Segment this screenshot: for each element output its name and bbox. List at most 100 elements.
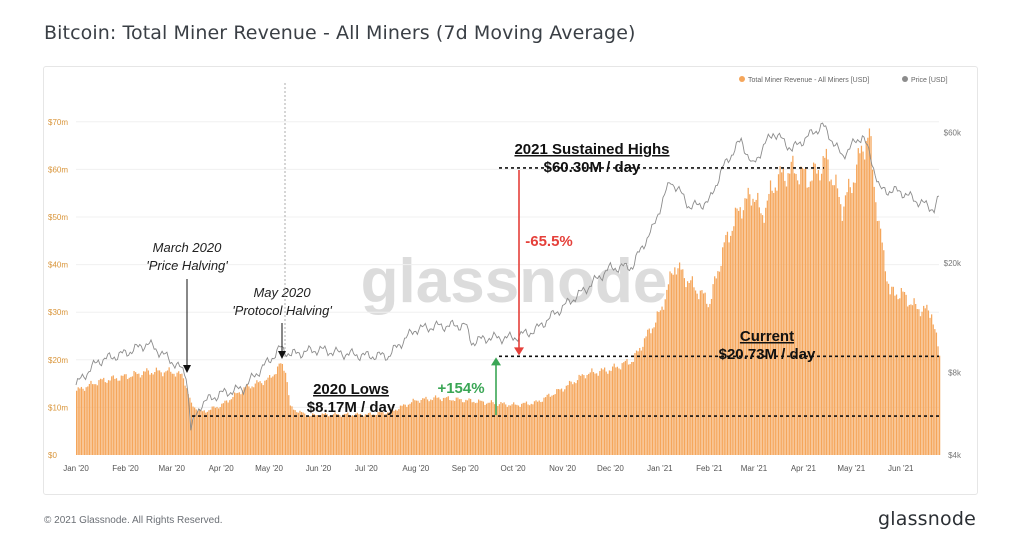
revenue-bar — [299, 410, 301, 455]
lows-title: 2020 Lows — [313, 381, 389, 398]
revenue-bar — [627, 364, 630, 455]
revenue-bar — [372, 414, 374, 455]
revenue-bar — [642, 346, 644, 455]
revenue-bar — [538, 400, 540, 455]
revenue-bar — [292, 409, 295, 455]
revenue-bar — [229, 400, 231, 455]
revenue-bar — [706, 303, 708, 455]
revenue-bar — [76, 390, 78, 455]
revenue-bar — [232, 397, 234, 455]
revenue-bar — [921, 311, 923, 455]
revenue-bar — [240, 394, 242, 455]
revenue-bar — [860, 145, 863, 455]
revenue-bar — [122, 375, 124, 455]
revenue-bar — [661, 306, 663, 455]
revenue-bar — [753, 201, 756, 455]
revenue-bar — [152, 374, 154, 455]
revenue-bar — [197, 410, 199, 455]
x-tick-label: Jul '20 — [355, 464, 378, 473]
revenue-bar — [741, 218, 743, 455]
revenue-bar — [375, 414, 378, 455]
revenue-bar — [485, 403, 488, 455]
revenue-bar — [793, 173, 796, 455]
revenue-bar — [747, 187, 749, 456]
revenue-bar — [605, 371, 607, 455]
y-left-tick-label: $70m — [48, 118, 68, 127]
revenue-bar — [690, 280, 692, 455]
copyright-text: © 2021 Glassnode. All Rights Reserved. — [44, 515, 223, 526]
revenue-bar — [261, 383, 263, 455]
revenue-bar — [374, 414, 376, 455]
revenue-bar — [283, 370, 285, 455]
revenue-bar — [162, 376, 164, 455]
revenue-bar — [671, 273, 673, 455]
revenue-bar — [345, 413, 347, 455]
revenue-bar — [610, 370, 612, 455]
revenue-bar — [477, 399, 480, 455]
revenue-bar — [323, 413, 325, 455]
price-line — [75, 122, 940, 431]
revenue-bar — [170, 371, 172, 455]
brand-logo: glassnode — [878, 508, 976, 530]
revenue-bar — [168, 367, 170, 455]
x-tick-label: Sep '20 — [452, 464, 479, 473]
revenue-bar — [663, 309, 665, 455]
revenue-bar — [133, 370, 135, 455]
revenue-bar — [533, 401, 536, 455]
revenue-bar — [532, 404, 534, 455]
revenue-bar — [243, 387, 245, 455]
revenue-bar — [155, 367, 157, 455]
revenue-bar — [174, 376, 177, 455]
revenue-bar — [83, 390, 86, 455]
revenue-bar — [430, 399, 432, 455]
revenue-bar — [415, 400, 418, 455]
revenue-bar — [905, 294, 907, 455]
y-axis-right: $4k $8k $20k $60k — [944, 128, 962, 460]
revenue-bar — [817, 170, 820, 455]
x-tick-label: Apr '20 — [209, 464, 235, 473]
revenue-bar — [712, 284, 714, 455]
revenue-bar — [225, 400, 228, 455]
revenue-bar — [825, 148, 827, 455]
revenue-bar — [924, 308, 926, 455]
legend[interactable]: Total Miner Revenue - All Miners [USD] P… — [739, 76, 948, 84]
revenue-bar — [621, 363, 623, 455]
revenue-bar — [356, 412, 358, 455]
revenue-bar — [423, 398, 425, 455]
revenue-bar — [588, 373, 590, 455]
revenue-bar — [771, 190, 773, 455]
current-title: Current — [740, 328, 794, 345]
legend-revenue-label[interactable]: Total Miner Revenue - All Miners [USD] — [748, 77, 869, 84]
revenue-bar — [891, 286, 893, 455]
legend-price-label[interactable]: Price [USD] — [911, 77, 948, 84]
revenue-bar — [125, 374, 127, 455]
revenue-bar — [426, 399, 429, 455]
revenue-bar — [267, 377, 269, 455]
revenue-bar — [221, 403, 223, 455]
revenue-bar — [798, 184, 800, 455]
revenue-bar — [358, 414, 360, 455]
revenue-bar — [321, 413, 323, 455]
revenue-bar — [923, 305, 925, 455]
revenue-bar — [269, 375, 271, 455]
revenue-bar — [819, 180, 821, 455]
revenue-bar — [937, 346, 939, 455]
may-label-line2: 'Protocol Halving' — [232, 303, 332, 318]
revenue-bar — [166, 370, 169, 455]
x-tick-label: May '20 — [255, 464, 283, 473]
revenue-bar — [87, 386, 89, 455]
revenue-bar — [803, 169, 805, 456]
y-right-tick-label: $60k — [944, 128, 962, 137]
revenue-bar — [650, 333, 652, 455]
revenue-bar — [572, 384, 574, 455]
revenue-bar — [404, 404, 406, 455]
revenue-bar — [548, 393, 550, 455]
revenue-bar — [216, 406, 218, 455]
revenue-bar — [130, 376, 132, 455]
revenue-bar — [768, 193, 770, 455]
revenue-bar — [198, 409, 201, 455]
revenue-bar — [498, 404, 500, 455]
revenue-bar — [583, 375, 585, 455]
revenue-bar — [787, 173, 789, 456]
pct-up-label: +154% — [437, 380, 484, 397]
